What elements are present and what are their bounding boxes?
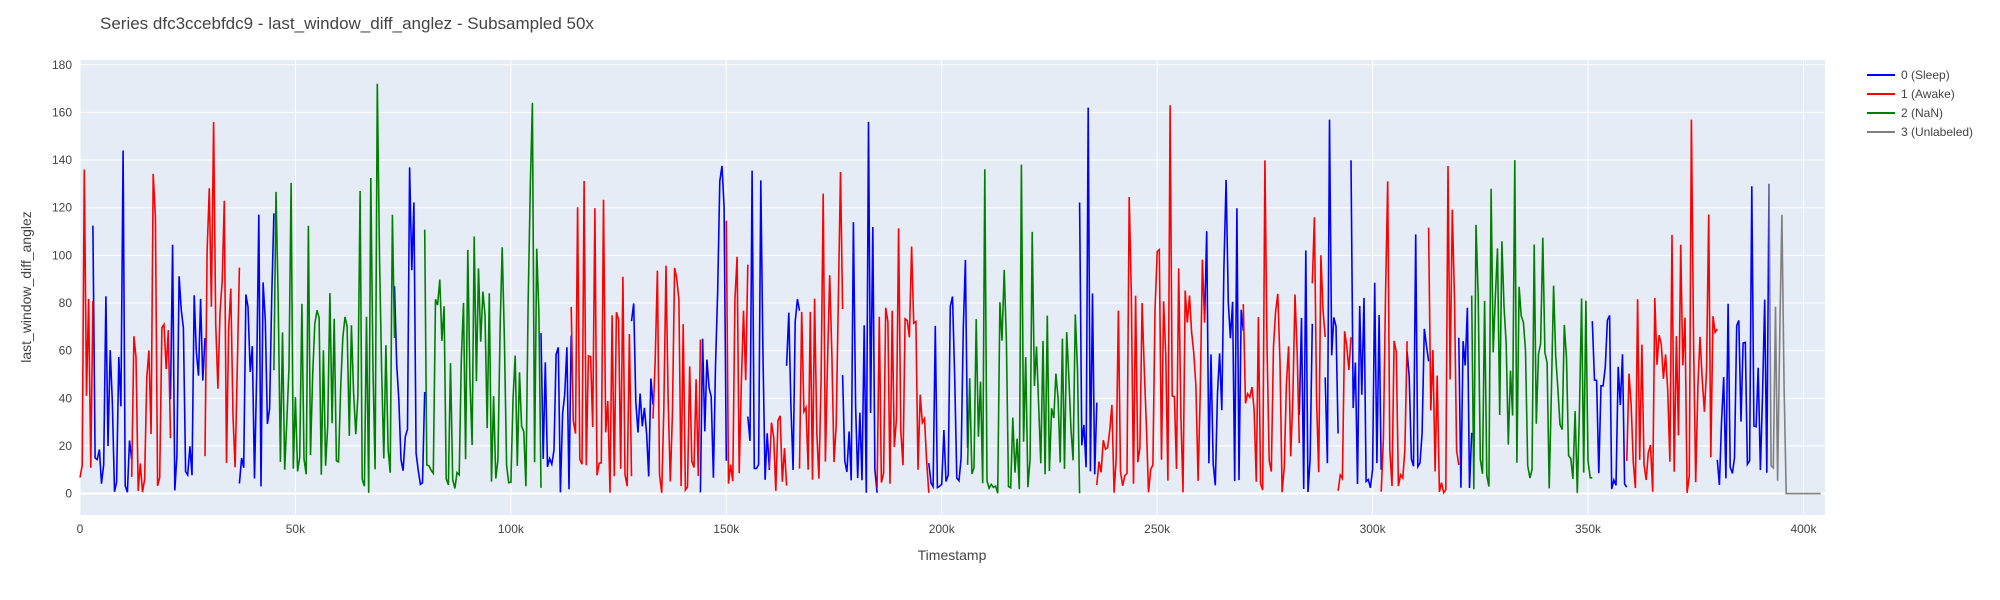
series-segment [169,244,206,491]
series-segment [1350,160,1382,488]
plot-background [80,60,1825,515]
x-tick-label: 50k [286,522,306,536]
series-segment [725,220,749,484]
y-axis-title: last_window_diff_anglez [18,211,34,363]
legend-item[interactable]: 0 (Sleep) [1867,68,1950,82]
y-tick-label: 40 [59,391,73,405]
series-segment [130,173,172,493]
series-segment [1768,183,1821,495]
series-segment [798,171,844,480]
series-segment [1298,250,1314,493]
x-tick-label: 100k [498,522,525,536]
series-segment [1380,181,1408,492]
x-tick-label: 400k [1790,522,1817,536]
y-tick-label: 160 [52,105,72,119]
y-axis-ticks: 0 20 40 60 80 100 120 140 160 180 [52,58,72,501]
series-segment [1716,183,1770,486]
series-segment [423,102,542,489]
series-3-unlabeled- [1768,183,1821,495]
x-tick-label: 250k [1144,522,1171,536]
series-segment [1324,119,1339,464]
series-segment [1203,179,1245,486]
series-segment [630,303,654,477]
series-segment [768,415,788,491]
x-axis-ticks: 0 50k 100k 150k 200k 250k 300k 350k 400k [77,522,1818,536]
series-segment [92,150,133,493]
legend-label: 1 (Awake) [1901,87,1955,101]
y-tick-label: 0 [65,487,72,501]
y-tick-label: 180 [52,58,72,72]
x-axis-title: Timestamp [918,547,987,563]
series-segment [1096,105,1206,493]
series-segment [1626,119,1718,494]
legend-label: 2 (NaN) [1901,106,1943,120]
series-segment [1337,331,1352,491]
series-segment [570,180,633,493]
series-1-awake- [79,105,1718,495]
series-segment [540,333,572,493]
x-tick-label: 150k [713,522,740,536]
legend-item[interactable]: 1 (Awake) [1867,87,1955,101]
series-segment [238,213,275,487]
series-segment [1427,165,1460,495]
x-tick-label: 350k [1575,522,1602,536]
legend-item[interactable]: 2 (NaN) [1867,106,1943,120]
series-segment [1406,234,1430,470]
series-segment [273,83,396,493]
series-segment [1242,160,1301,493]
series-segment [699,165,728,493]
y-tick-label: 80 [59,296,73,310]
legend-item[interactable]: 3 (Unlabeled) [1867,125,1973,139]
y-tick-label: 140 [52,153,72,167]
series-segment [393,167,426,486]
series-segment [1458,307,1473,489]
series-segment [785,299,801,471]
series-segment [1311,217,1326,473]
series-segment [841,121,878,493]
series-segment [876,228,930,493]
series-2-nan- [273,83,1593,494]
series-segment [79,169,94,478]
series-0-sleep- [92,107,1770,493]
series-segment [747,170,771,480]
y-tick-label: 100 [52,248,72,262]
series-segment [928,259,969,490]
legend-label: 0 (Sleep) [1901,68,1950,82]
y-tick-label: 120 [52,201,72,215]
series-segment [1470,160,1593,493]
series-segment [204,121,241,468]
x-tick-label: 200k [929,522,956,536]
series-segment [1078,107,1098,475]
series-segment [966,164,1081,494]
legend[interactable]: 0 (Sleep) 1 (Awake) 2 (NaN) 3 (Unlabeled) [1867,68,1973,139]
legend-label: 3 (Unlabeled) [1901,125,1973,139]
x-tick-label: 0 [77,522,84,536]
series-segment [652,265,702,493]
y-tick-label: 20 [59,439,73,453]
x-tick-label: 300k [1360,522,1387,536]
y-tick-label: 60 [59,344,73,358]
series-segment [1591,315,1628,490]
chart-title: Series dfc3ccebfdc9 - last_window_diff_a… [100,14,594,33]
series-lines [79,83,1821,495]
